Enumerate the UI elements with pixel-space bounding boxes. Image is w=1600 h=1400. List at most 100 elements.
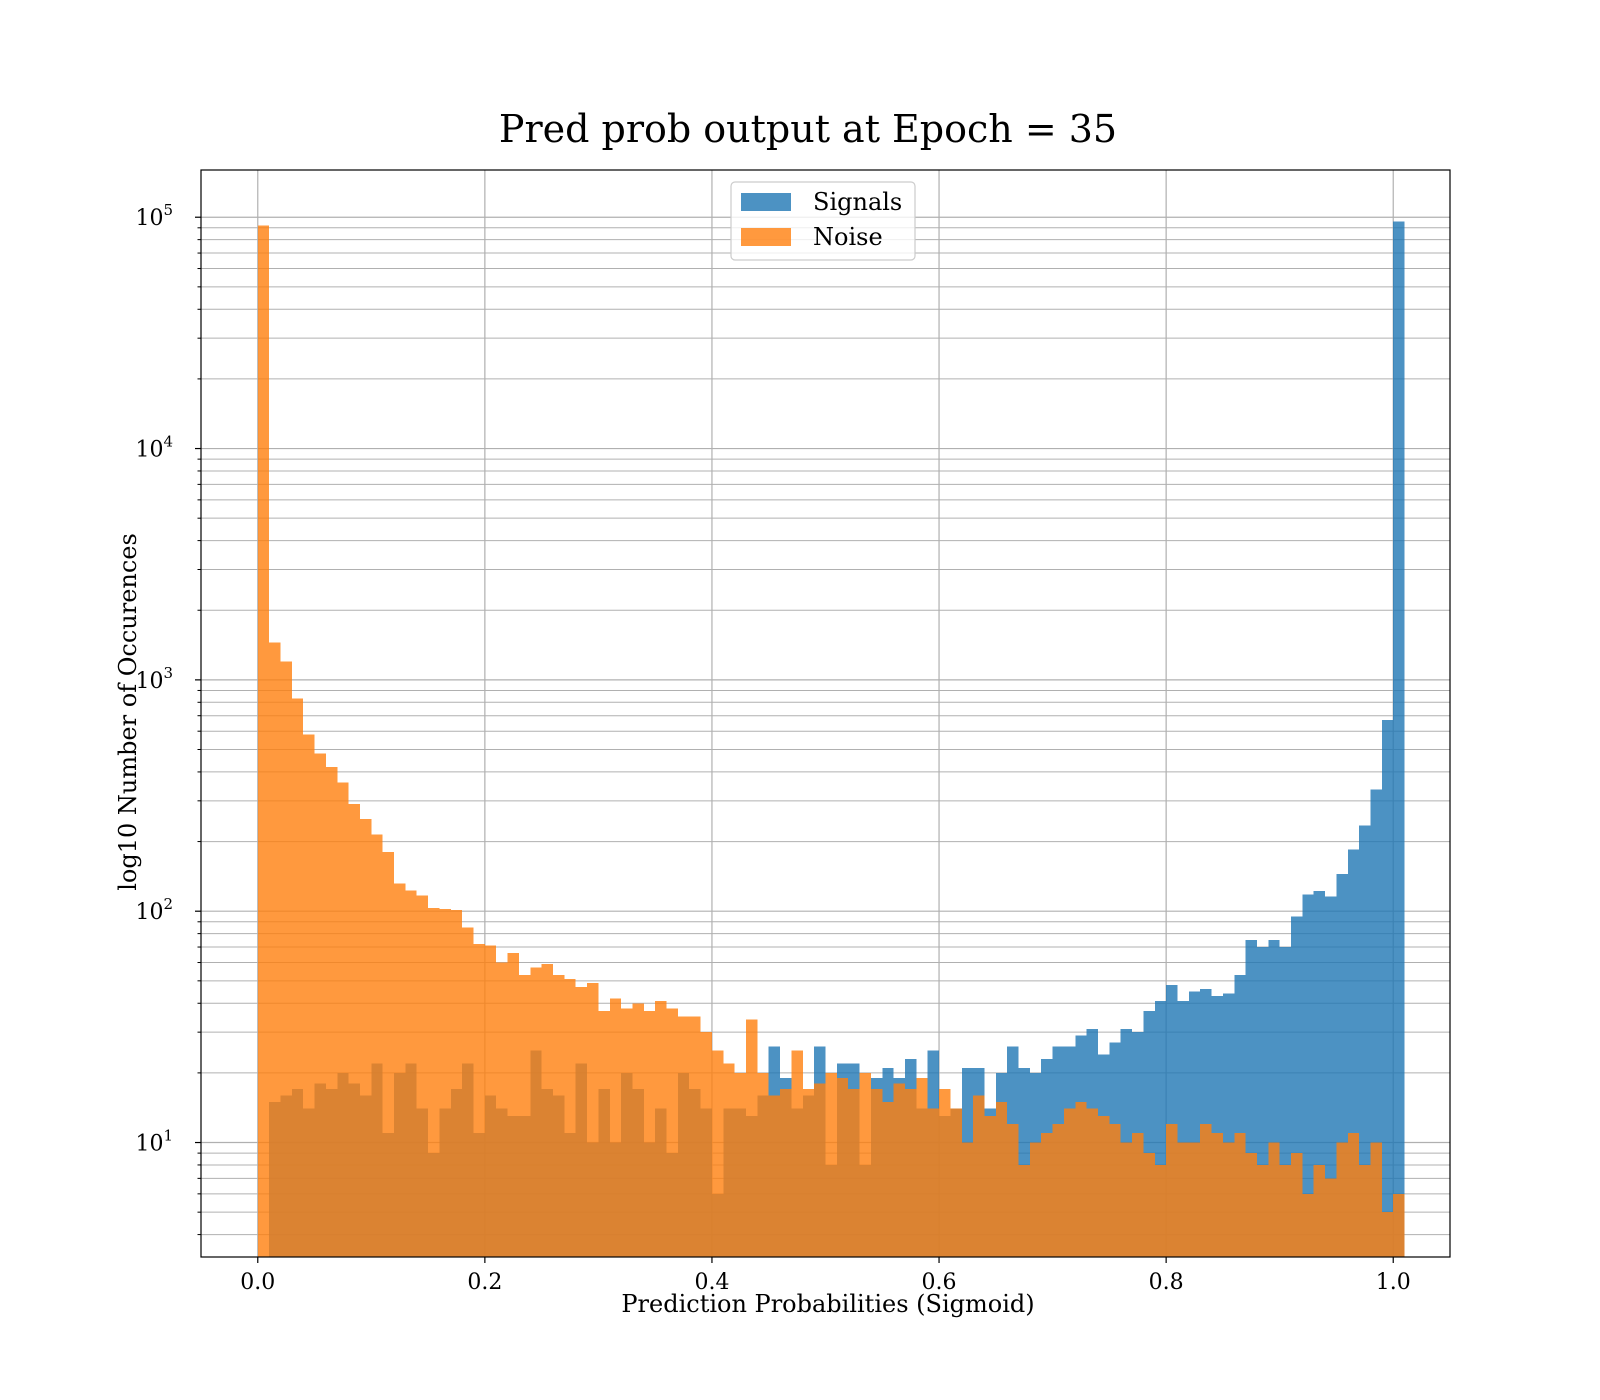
bar-noise <box>1132 1132 1144 1257</box>
bar-noise <box>1302 1193 1314 1257</box>
bar-signals <box>1166 984 1178 1257</box>
bar-noise <box>882 1101 894 1257</box>
bar-noise <box>950 1108 962 1257</box>
bar-noise <box>1245 1153 1257 1257</box>
bar-noise <box>450 910 463 1257</box>
bar-noise <box>507 952 519 1257</box>
bar-noise <box>1234 1132 1246 1257</box>
bar-noise <box>269 642 281 1257</box>
bar-noise <box>1211 1132 1223 1257</box>
bar-noise <box>382 852 395 1257</box>
legend: Signals Noise <box>730 181 916 261</box>
bar-noise <box>1256 1164 1269 1257</box>
bar-noise <box>1359 1164 1371 1257</box>
bar-noise <box>961 1142 974 1257</box>
x-tick-label: 0.8 <box>1149 1270 1184 1295</box>
bar-noise <box>394 883 406 1257</box>
y-tick-label: 105 <box>135 201 173 231</box>
bar-noise <box>700 1032 712 1257</box>
bar-noise <box>904 1089 917 1257</box>
bar-noise <box>303 734 315 1257</box>
bar-noise <box>1177 1142 1189 1257</box>
bar-noise <box>939 1089 951 1257</box>
bar-noise <box>337 782 349 1257</box>
bar-noise <box>984 1116 996 1257</box>
bar-signals <box>1018 1067 1030 1257</box>
ticks-layer: 0.0 0.2 0.4 0.6 0.8 1.0 101 102 103 104 105 <box>135 201 1410 1295</box>
bar-noise <box>359 819 372 1257</box>
x-axis-label: Prediction Probabilities (Sigmoid) <box>621 1290 1034 1318</box>
bar-noise <box>1381 1212 1394 1257</box>
bar-noise <box>893 1083 905 1257</box>
bar-noise <box>609 998 622 1257</box>
bar-noise <box>666 1008 678 1257</box>
bar-noise <box>1291 1153 1303 1257</box>
bar-signals <box>1245 940 1257 1257</box>
legend-swatch-noise <box>741 228 791 246</box>
bar-noise <box>1109 1124 1121 1257</box>
bar-noise <box>746 1019 758 1257</box>
bar-signals <box>1302 894 1314 1257</box>
bar-noise <box>1268 1142 1280 1257</box>
x-tick-label: 0.6 <box>922 1270 957 1295</box>
bar-noise <box>405 890 417 1257</box>
bar-noise <box>1336 1142 1348 1257</box>
y-tick-label: 103 <box>135 664 173 694</box>
series-noise-bars <box>257 225 1405 1258</box>
bar-noise <box>428 908 440 1257</box>
legend-label-signals: Signals <box>813 188 902 216</box>
bar-noise <box>734 1072 747 1257</box>
bar-noise <box>802 1089 815 1257</box>
bar-noise <box>518 974 531 1257</box>
bar-noise <box>1018 1164 1030 1257</box>
bar-noise <box>564 978 576 1257</box>
bar-noise <box>575 987 588 1257</box>
bar-noise <box>768 1095 781 1257</box>
chart-title: Pred prob output at Epoch = 35 <box>499 107 1117 151</box>
bar-noise <box>1166 1124 1178 1257</box>
bar-noise <box>655 1000 667 1257</box>
bar-noise <box>927 1108 940 1257</box>
bar-noise <box>416 895 429 1257</box>
bar-signals <box>1347 849 1360 1257</box>
bar-signals <box>1370 789 1382 1257</box>
bar-noise <box>632 1003 644 1257</box>
bar-noise <box>1063 1108 1076 1257</box>
bar-noise <box>643 1011 656 1257</box>
bar-noise <box>1007 1124 1019 1257</box>
bar-signals <box>1268 940 1280 1257</box>
bar-noise <box>1188 1142 1201 1257</box>
bar-noise <box>291 698 304 1257</box>
x-tick-label: 1.0 <box>1376 1270 1411 1295</box>
bar-noise <box>848 1089 860 1257</box>
legend-swatch-signals <box>741 193 791 211</box>
y-tick-label: 104 <box>135 433 173 463</box>
bar-noise <box>859 1072 871 1257</box>
bar-noise <box>1154 1164 1167 1257</box>
bar-noise <box>780 1089 792 1257</box>
bar-noise <box>552 974 565 1257</box>
bar-signals <box>1381 720 1394 1257</box>
bar-noise <box>1393 1193 1405 1257</box>
bar-signals <box>1188 991 1201 1257</box>
bar-noise <box>371 834 383 1257</box>
bar-noise <box>825 1072 837 1257</box>
x-tick-label: 0.4 <box>694 1270 729 1295</box>
bar-noise <box>711 1050 724 1257</box>
bar-noise <box>973 1095 985 1257</box>
bar-signals <box>1393 221 1405 1257</box>
y-tick-label: 102 <box>135 895 173 925</box>
bar-signals <box>1336 873 1348 1257</box>
bar-noise <box>1143 1153 1155 1257</box>
bar-noise <box>1325 1178 1337 1257</box>
bar-noise <box>814 1083 826 1257</box>
bar-noise <box>1200 1124 1212 1257</box>
bar-signals <box>1211 995 1223 1257</box>
y-axis-label: log10 Number of Occurences <box>114 533 142 891</box>
bar-noise <box>1052 1124 1064 1257</box>
bar-noise <box>621 1008 633 1257</box>
bar-noise <box>1075 1101 1087 1257</box>
bar-noise <box>257 225 270 1258</box>
bar-noise <box>870 1089 883 1257</box>
legend-label-noise: Noise <box>813 223 883 251</box>
